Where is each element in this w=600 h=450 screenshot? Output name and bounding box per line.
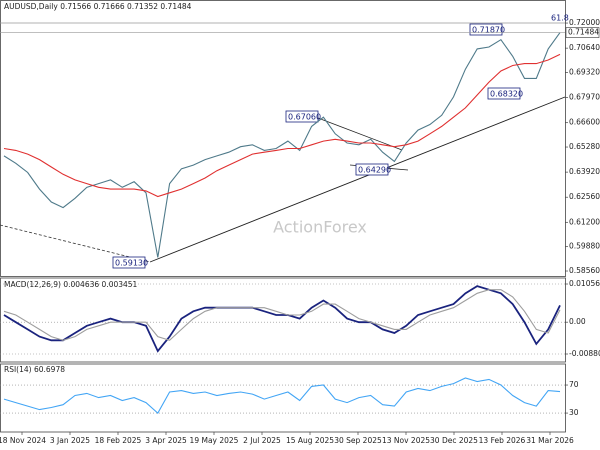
trendline xyxy=(0,224,151,263)
y-tick-label: 0.58560 xyxy=(569,266,600,275)
macd-last: 0.004636 xyxy=(63,280,99,289)
y-tick-label: 0.72000 xyxy=(569,18,600,27)
y-tick-label: 0.010567 xyxy=(569,279,600,288)
macd-title: MACD(12,26,9) 0.004636 0.003451 xyxy=(4,280,138,289)
annotation-text: 0.68320 xyxy=(490,90,523,99)
annotation-text: 0.67060 xyxy=(288,113,321,122)
y-tick-label: 0.62560 xyxy=(569,192,600,201)
x-tick-label: 18 Nov 2024 xyxy=(0,436,46,445)
annotation: 0.68320 xyxy=(487,87,523,100)
y-tick-label: 0.00 xyxy=(569,317,586,326)
y-tick-label: 30 xyxy=(569,408,579,417)
series-line xyxy=(3,53,561,198)
series-line xyxy=(3,289,561,341)
open: 0.71566 xyxy=(60,2,91,11)
series-line xyxy=(3,285,561,353)
signal-last: 0.003451 xyxy=(102,280,138,289)
low: 0.71352 xyxy=(127,2,158,11)
rsi-title: RSI(14) 60.6978 xyxy=(4,365,65,374)
x-tick-label: 3 Apr 2025 xyxy=(145,436,187,445)
fib-label: 61.8 xyxy=(551,14,569,23)
annotation-text: 0.64290 xyxy=(358,166,391,175)
rsi-last: 60.6978 xyxy=(34,365,65,374)
x-tick-label: 30 Dec 2025 xyxy=(430,436,478,445)
x-tick-label: 31 Mar 2026 xyxy=(526,436,574,445)
close: 0.71484 xyxy=(160,2,191,11)
y-tick-label: 0.66600 xyxy=(569,118,600,127)
last-price-label: 0.71484 xyxy=(568,28,599,37)
y-tick-label: 0.63920 xyxy=(569,167,600,176)
rsi-name: RSI(14) xyxy=(4,365,32,374)
annotation: 0.71870 xyxy=(469,23,505,36)
rsi-frame xyxy=(0,363,566,433)
series-line xyxy=(3,32,561,258)
x-tick-label: 13 Nov 2025 xyxy=(382,436,430,445)
last-price-box xyxy=(565,27,600,38)
x-tick-label: 2 Jul 2025 xyxy=(243,436,281,445)
annotation: 0.67060 xyxy=(285,110,321,123)
header: AUDUSD,Daily 0.71566 0.71666 0.71352 0.7… xyxy=(4,2,192,11)
x-tick-label: 3 Jan 2025 xyxy=(50,436,90,445)
y-tick-label: 0.70640 xyxy=(569,43,600,52)
trendline xyxy=(317,117,403,151)
x-tick-label: 18 Feb 2025 xyxy=(95,436,142,445)
y-tick-label: -0.008808 xyxy=(569,349,600,358)
watermark: ActionForex xyxy=(273,218,367,237)
x-tick-label: 13 Feb 2026 xyxy=(479,436,526,445)
main-frame xyxy=(0,0,566,277)
macd-frame xyxy=(0,277,566,363)
y-tick-label: 0.61200 xyxy=(569,217,600,226)
annotation-text: 0.71870 xyxy=(472,26,505,35)
y-tick-label: 0.59880 xyxy=(569,242,600,251)
symbol: AUDUSD,Daily xyxy=(4,2,58,11)
y-tick-label: 70 xyxy=(569,380,579,389)
annotation: 0.64290 xyxy=(355,163,391,176)
x-tick-label: 30 Sep 2025 xyxy=(334,436,382,445)
x-tick-label: 19 May 2025 xyxy=(190,436,239,445)
y-tick-label: 0.67970 xyxy=(569,92,600,101)
y-tick-label: 0.69320 xyxy=(569,68,600,77)
series-line xyxy=(3,377,561,414)
annotation-text: 0.59130 xyxy=(115,259,148,268)
y-tick-label: 0.65280 xyxy=(569,142,600,151)
annotation: 0.59130 xyxy=(112,256,148,269)
trendline xyxy=(149,96,566,263)
macd-name: MACD(12,26,9) xyxy=(4,280,61,289)
x-tick-label: 15 Aug 2025 xyxy=(286,436,334,445)
high: 0.71666 xyxy=(94,2,125,11)
